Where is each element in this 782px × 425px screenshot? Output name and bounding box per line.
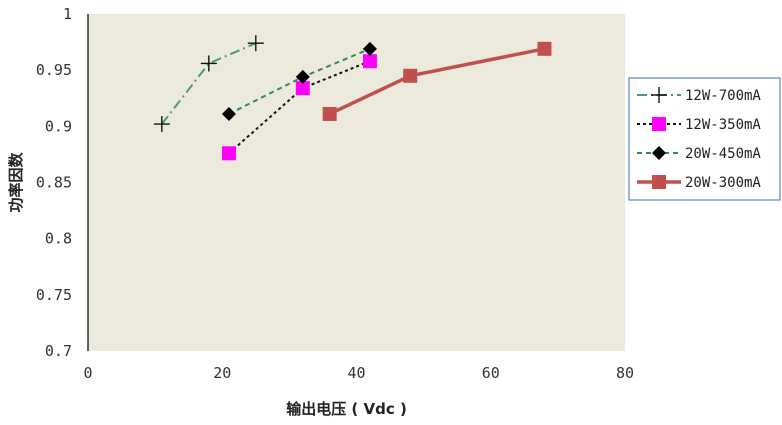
legend-item: 12W-350mA	[637, 117, 761, 133]
legend-label: 12W-700mA	[685, 88, 761, 104]
data-point	[537, 41, 552, 56]
plot-background	[88, 14, 625, 351]
legend-item: 20W-300mA	[637, 175, 761, 191]
y-tick-label: 0.75	[36, 286, 72, 304]
y-tick-label: 0.7	[45, 342, 72, 360]
data-point	[362, 54, 377, 69]
legend-label: 20W-300mA	[685, 175, 761, 191]
data-point	[295, 81, 310, 96]
data-point	[221, 106, 236, 121]
data-point	[247, 35, 264, 52]
legend-item: 20W-450mA	[637, 146, 761, 162]
legend-marker	[652, 117, 666, 131]
x-tick-label: 60	[482, 364, 500, 382]
data-point	[362, 41, 377, 56]
data-point	[295, 69, 310, 84]
series-12W-350mA	[221, 54, 377, 161]
legend-label: 20W-450mA	[685, 146, 761, 162]
x-tick-label: 20	[213, 364, 231, 382]
legend-marker	[652, 146, 666, 160]
data-point	[200, 55, 217, 72]
series-line	[161, 42, 257, 125]
y-tick-label: 0.9	[45, 117, 72, 135]
x-tick-label: 80	[616, 364, 634, 382]
series-20W-450mA	[221, 41, 377, 121]
legend-item: 12W-700mA	[637, 87, 761, 104]
legend: 12W-700mA 12W-350mA 20W-450mA 20W-300mA	[628, 77, 781, 201]
legend-marker	[652, 175, 666, 189]
y-tick-label: 0.8	[45, 230, 72, 248]
data-point	[221, 146, 236, 161]
y-tick-label: 0.95	[36, 61, 72, 79]
series-20W-300mA	[322, 41, 552, 121]
series-layer	[153, 35, 552, 161]
x-axis-title: 输出电压 ( Vdc )	[286, 400, 407, 418]
y-tick-label: 1	[63, 5, 72, 23]
legend-marker	[651, 87, 667, 103]
legend-label: 12W-350mA	[685, 117, 761, 133]
x-axis-ticks: 0 20 40 60 80	[83, 364, 634, 382]
x-tick-label: 40	[347, 364, 365, 382]
data-point	[153, 116, 170, 133]
series-12W-700mA	[153, 35, 264, 133]
y-axis-ticks: 0.7 0.75 0.8 0.85 0.9 0.95 1	[36, 5, 72, 360]
y-axis-title: 功率因数	[7, 152, 25, 213]
data-point	[403, 68, 418, 83]
y-tick-label: 0.85	[36, 174, 72, 192]
x-tick-label: 0	[83, 364, 92, 382]
data-point	[322, 106, 337, 121]
